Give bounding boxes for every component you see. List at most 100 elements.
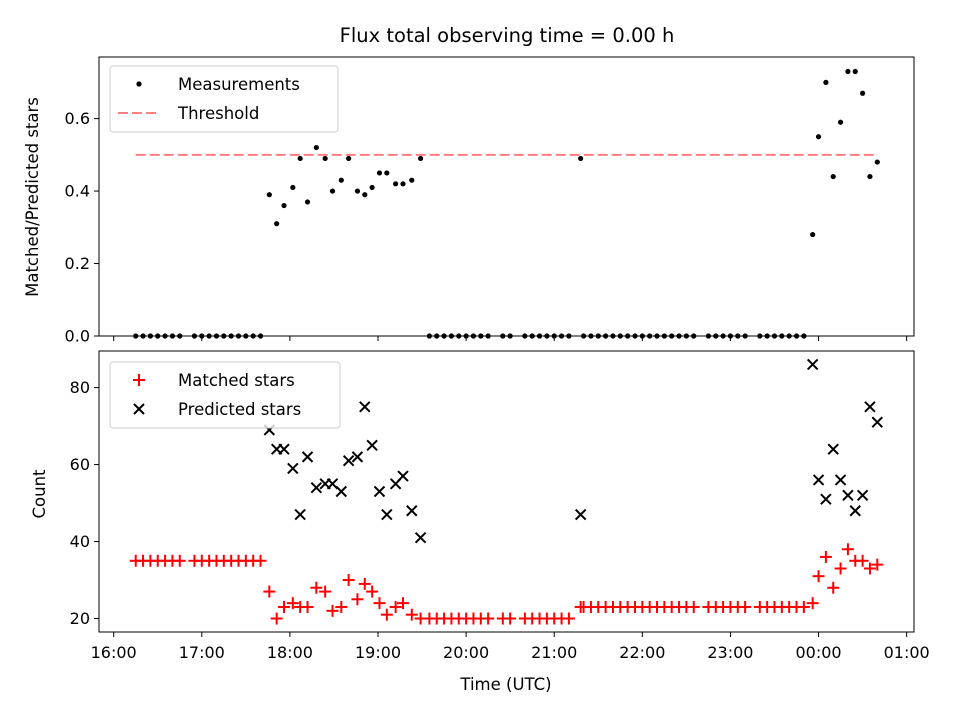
matched-stars-point <box>351 593 364 606</box>
matched-stars-point <box>173 554 186 567</box>
predicted-stars-point <box>287 462 299 475</box>
matched-stars-point <box>278 600 291 613</box>
y-tick-label: 20 <box>70 609 90 628</box>
x-tick-label: 22:00 <box>619 643 665 662</box>
predicted-stars-point <box>373 485 386 498</box>
matched-stars-point <box>389 600 402 613</box>
chart-title: Flux total observing time = 0.00 h <box>340 24 675 47</box>
y-tick-label: 40 <box>70 532 90 551</box>
predicted-stars-point <box>812 474 825 486</box>
measurement-point <box>322 155 328 162</box>
measurement-point <box>354 188 361 194</box>
matched-stars-point <box>301 600 314 613</box>
legend-measurements-marker <box>136 81 142 87</box>
predicted-stars-point <box>806 358 819 371</box>
matched-stars-point <box>841 543 854 556</box>
matched-stars-point <box>366 585 379 598</box>
measurement-point <box>874 159 880 165</box>
predicted-stars-point <box>381 508 393 521</box>
measurement-point <box>867 173 873 180</box>
matched-stars-point <box>687 600 700 613</box>
matched-stars-point <box>270 612 283 625</box>
legend-matched-label: Matched stars <box>178 371 295 390</box>
matched-stars-point <box>856 554 869 567</box>
measurement-point <box>346 155 352 162</box>
predicted-stars-point <box>856 489 869 502</box>
measurement-point <box>860 90 866 96</box>
matched-stars-point <box>562 612 575 625</box>
x-tick-label: 17:00 <box>179 643 225 662</box>
predicted-stars-point <box>397 470 409 482</box>
top-legend: Measurements Threshold <box>109 65 339 133</box>
matched-stars-point <box>286 597 299 610</box>
predicted-stars-point <box>301 451 314 463</box>
x-tick-label: 23:00 <box>707 643 753 662</box>
measurement-point <box>376 170 383 176</box>
matched-stars-point <box>739 600 752 613</box>
x-tick-label: 18:00 <box>267 643 313 662</box>
matched-stars-point <box>335 600 348 613</box>
matched-stars-point <box>373 597 386 610</box>
matched-stars-point <box>834 562 847 575</box>
x-tick-label: 20:00 <box>443 643 489 662</box>
bottom-y-axis-label: Count <box>30 469 49 519</box>
x-tick-label: 16:00 <box>91 643 137 662</box>
y-tick-label: 0.2 <box>65 254 90 273</box>
predicted-stars-point <box>294 508 306 521</box>
predicted-stars-point <box>414 531 427 544</box>
predicted-stars-point <box>335 485 348 498</box>
predicted-stars-point <box>820 493 832 505</box>
top-axes-frame <box>98 56 915 337</box>
predicted-stars-point <box>359 401 371 413</box>
matched-stars-point <box>263 585 276 598</box>
bottom-y-ticks: 20 40 60 80 <box>70 378 99 628</box>
predicted-stars-point <box>864 401 876 413</box>
measurement-point <box>837 119 844 125</box>
legend-threshold-label: Threshold <box>177 104 259 123</box>
measurement-point <box>297 155 303 162</box>
x-axis-label: Time (UTC) <box>459 675 551 694</box>
bottom-x-ticks: 16:00 17:00 18:00 19:00 20:00 21:00 22:00 23:00… <box>91 632 930 662</box>
matched-stars-point <box>504 612 517 625</box>
matched-stars-point <box>482 612 495 625</box>
y-tick-label: 60 <box>70 455 90 474</box>
measurement-point <box>313 144 319 151</box>
measurement-point <box>409 177 415 183</box>
measurement-point <box>266 192 272 198</box>
x-tick-label: 19:00 <box>355 643 401 662</box>
top-panel: 0.0 0.2 0.4 0.6 Matched/Predicted stars Mea… <box>23 56 915 346</box>
legend-measurements-label: Measurements <box>178 75 300 94</box>
predicted-stars-point <box>574 508 587 521</box>
measurement-point <box>304 199 311 205</box>
measurement-point <box>393 181 399 187</box>
x-tick-label: 00:00 <box>795 643 841 662</box>
predicted-stars-point <box>342 454 355 467</box>
predicted-stars-point <box>278 443 290 455</box>
matched-stars-point <box>827 581 840 594</box>
matched-stars-point <box>819 550 832 563</box>
top-legend-box <box>109 65 339 133</box>
measurement-point <box>384 170 390 176</box>
top-x-ticks <box>113 336 908 341</box>
legend-matched-marker <box>133 374 145 386</box>
x-tick-label: 21:00 <box>531 643 577 662</box>
bottom-plot-area <box>129 358 884 625</box>
matched-stars-point <box>319 585 332 598</box>
measurement-point <box>329 188 336 194</box>
matched-stars-point <box>797 600 810 613</box>
measurement-point <box>578 155 584 162</box>
predicted-stars-point <box>406 505 418 517</box>
matched-stars-point <box>405 608 418 621</box>
measurement-point <box>852 68 858 75</box>
predicted-stars-point <box>834 474 847 486</box>
predicted-stars-point <box>366 439 378 452</box>
matched-stars-point <box>806 597 819 610</box>
measurement-point <box>830 173 836 180</box>
measurement-point <box>281 202 287 209</box>
measurement-point <box>815 134 822 140</box>
x-tick-label: 01:00 <box>884 643 930 662</box>
predicted-stars-point <box>842 489 854 502</box>
measurement-point <box>417 155 424 162</box>
measurement-point <box>274 221 280 227</box>
measurement-point <box>362 192 368 198</box>
